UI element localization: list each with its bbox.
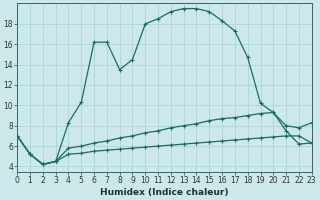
X-axis label: Humidex (Indice chaleur): Humidex (Indice chaleur) (100, 188, 229, 197)
